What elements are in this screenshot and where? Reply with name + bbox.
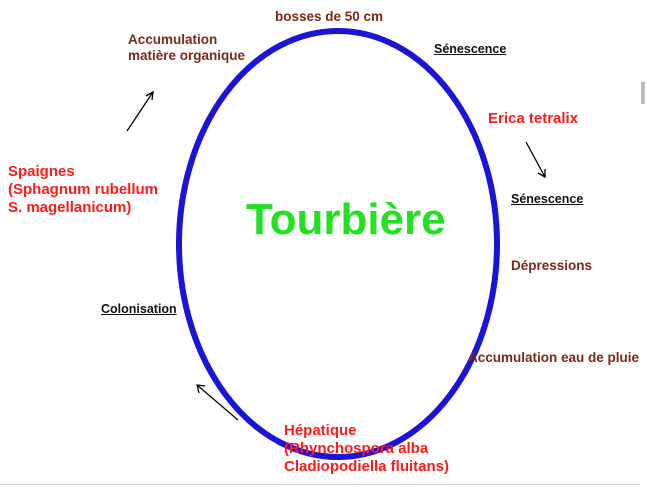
label-senescence-2: Sénescence (511, 192, 584, 206)
label-spaignes-line3: S. magellanicum) (8, 199, 132, 216)
label-accumulation-mo-line1: Accumulation (128, 32, 218, 47)
scrollbar-thumb[interactable] (641, 82, 645, 104)
arrow-down-right (525, 141, 546, 179)
label-spaignes: Spaignes (Sphagnum rubellum S. magellani… (8, 163, 158, 217)
label-hepatique-line3: Cladiopodiella fluitans) (284, 458, 450, 475)
label-accumulation-mo: Accumulation matière organique (128, 32, 245, 64)
label-spaignes-line2: (Sphagnum rubellum (8, 181, 158, 198)
center-title: Tourbière (246, 195, 446, 244)
label-colonisation: Colonisation (101, 302, 177, 316)
label-senescence-1: Sénescence (434, 42, 507, 56)
label-hepatique-line1: Hépatique (284, 422, 357, 439)
arrow-up-left (196, 384, 239, 421)
label-hepatique: Hépatique (Rhynchospora alba Cladiopodie… (284, 422, 449, 476)
label-erica: Erica tetralix (488, 110, 579, 127)
bottom-divider (0, 484, 647, 485)
scrollbar-track[interactable] (640, 0, 647, 491)
label-bosses: bosses de 50 cm (275, 9, 384, 24)
label-depressions: Dépressions (511, 258, 593, 273)
label-spaignes-line1: Spaignes (8, 163, 75, 180)
arrow-up-right (126, 90, 154, 132)
label-accumulation-eau: Accumulation eau de pluie (468, 350, 640, 365)
label-hepatique-line2: (Rhynchospora alba (284, 440, 429, 457)
cycle-ellipse (176, 28, 500, 460)
label-accumulation-mo-line2: matière organique (128, 48, 246, 64)
